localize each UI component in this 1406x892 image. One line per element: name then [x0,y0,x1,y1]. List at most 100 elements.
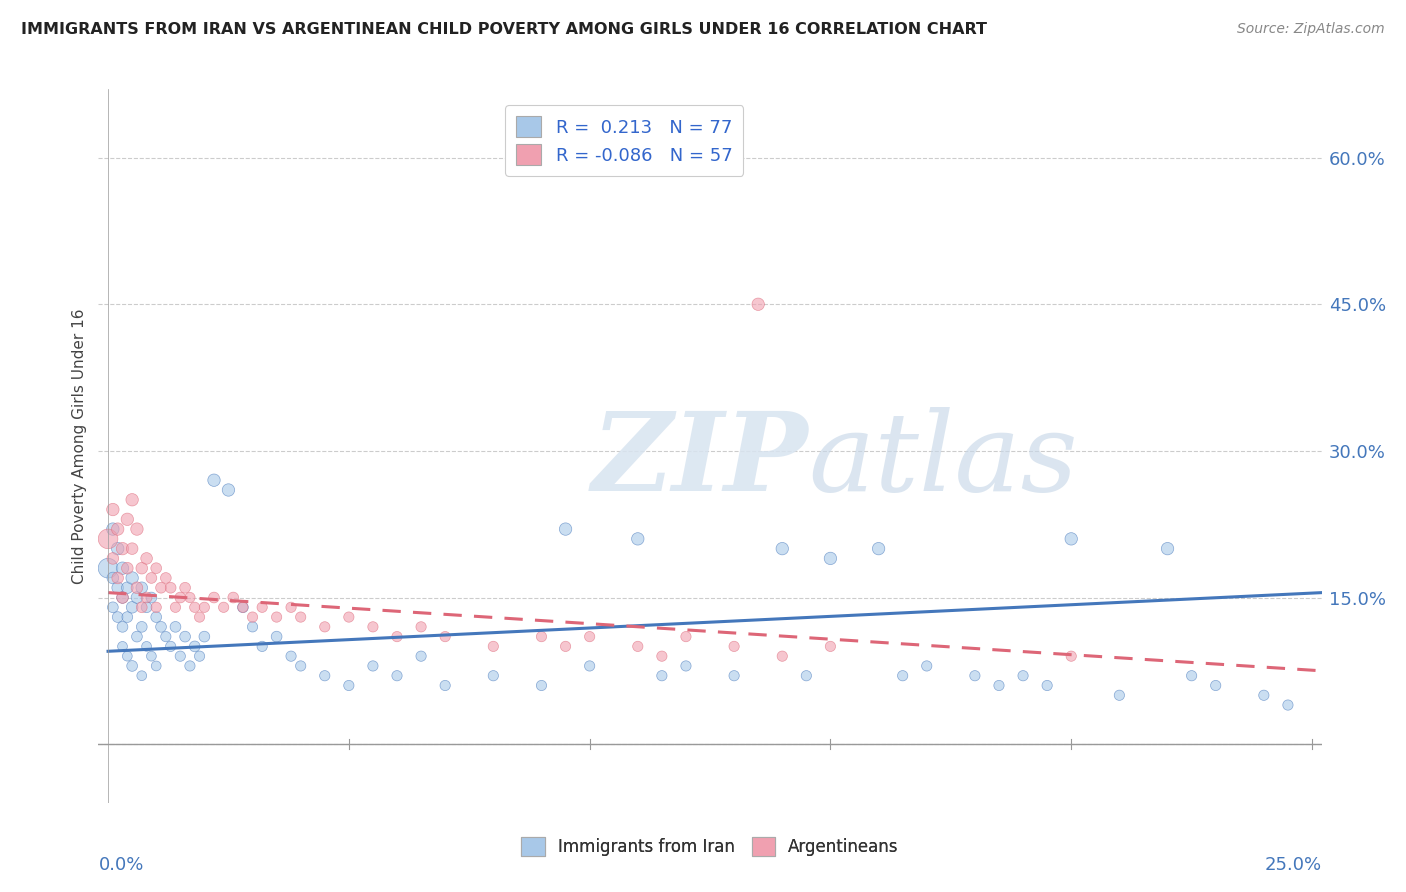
Point [193,630,215,644]
Point [131,581,153,595]
Point [675,630,697,644]
Point [314,620,336,634]
Point [141,571,163,585]
Point [97,561,120,575]
Point [121,541,143,556]
Point [578,630,600,644]
Point [530,630,553,644]
Point [1108,688,1130,702]
Point [101,571,124,585]
Text: 0.0%: 0.0% [98,856,143,874]
Point [409,649,432,664]
Point [145,659,167,673]
Point [723,640,745,654]
Point [174,630,197,644]
Point [1036,678,1059,692]
Point [627,532,650,546]
Point [250,640,273,654]
Y-axis label: Child Poverty Among Girls Under 16: Child Poverty Among Girls Under 16 [72,309,87,583]
Point [770,649,793,664]
Point [111,591,134,605]
Point [530,678,553,692]
Point [101,551,124,566]
Point [125,591,148,605]
Point [290,610,312,624]
Text: ZIP: ZIP [592,407,808,514]
Point [385,630,408,644]
Text: IMMIGRANTS FROM IRAN VS ARGENTINEAN CHILD POVERTY AMONG GIRLS UNDER 16 CORRELATI: IMMIGRANTS FROM IRAN VS ARGENTINEAN CHIL… [21,22,987,37]
Point [314,669,336,683]
Point [111,541,134,556]
Point [1156,541,1178,556]
Point [1277,698,1299,712]
Legend: Immigrants from Iran, Argentineans: Immigrants from Iran, Argentineans [512,827,908,866]
Point [159,581,181,595]
Point [125,581,148,595]
Point [111,640,134,654]
Point [232,600,254,615]
Point [361,659,384,673]
Point [121,659,143,673]
Point [107,610,129,624]
Point [482,640,505,654]
Point [1060,649,1083,664]
Point [280,649,302,664]
Point [868,541,890,556]
Point [242,610,264,624]
Point [117,649,139,664]
Point [747,297,769,311]
Point [723,669,745,683]
Point [820,551,842,566]
Point [1060,532,1083,546]
Point [117,610,139,624]
Point [155,571,177,585]
Point [131,561,153,575]
Point [1012,669,1035,683]
Point [675,659,697,673]
Point [174,581,197,595]
Point [121,492,143,507]
Point [101,600,124,615]
Point [554,522,576,536]
Point [796,669,818,683]
Point [111,561,134,575]
Point [117,561,139,575]
Point [141,591,163,605]
Point [337,678,360,692]
Point [891,669,914,683]
Point [111,591,134,605]
Point [131,620,153,634]
Point [101,502,124,516]
Point [145,561,167,575]
Point [159,640,181,654]
Point [188,649,211,664]
Point [117,581,139,595]
Point [145,610,167,624]
Point [135,551,157,566]
Text: Source: ZipAtlas.com: Source: ZipAtlas.com [1237,22,1385,37]
Point [125,522,148,536]
Point [651,649,673,664]
Point [165,600,187,615]
Point [280,600,302,615]
Point [770,541,793,556]
Point [385,669,408,683]
Point [135,640,157,654]
Point [121,571,143,585]
Point [107,541,129,556]
Point [250,600,273,615]
Point [202,473,225,487]
Point [145,600,167,615]
Point [915,659,938,673]
Point [651,669,673,683]
Point [266,630,288,644]
Text: 25.0%: 25.0% [1264,856,1322,874]
Point [169,649,191,664]
Point [337,610,360,624]
Point [165,620,187,634]
Point [963,669,986,683]
Point [135,600,157,615]
Point [1181,669,1204,683]
Point [169,591,191,605]
Point [361,620,384,634]
